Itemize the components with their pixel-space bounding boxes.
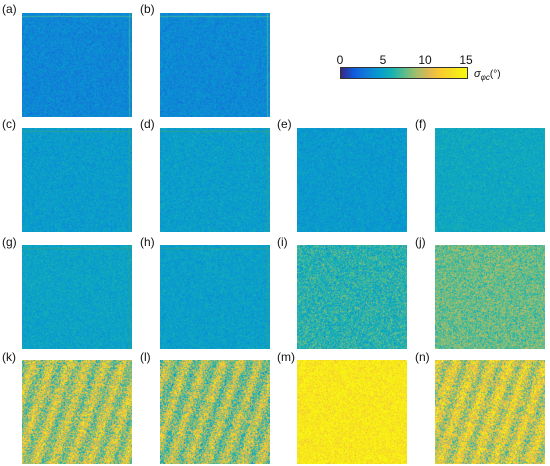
panel-label-e: (e) — [277, 117, 292, 131]
panel-label-n: (n) — [415, 350, 430, 364]
panel-label-j: (j) — [415, 235, 426, 249]
heatmap-panel-n — [435, 360, 545, 464]
panel-label-l: (l) — [140, 350, 151, 364]
panel-label-f: (f) — [415, 117, 427, 131]
heatmap-panel-i — [297, 245, 407, 349]
heatmap-panel-l — [160, 360, 270, 464]
colorbar-label-unit: (°) — [489, 69, 501, 80]
colorbar-label-symbol: σ — [474, 68, 481, 80]
heatmap-panel-d — [160, 128, 270, 232]
heatmap-panel-a — [22, 13, 132, 117]
panel-label-b: (b) — [140, 2, 155, 16]
heatmap-panel-j — [435, 245, 545, 349]
colorbar-label: σφc(°) — [474, 68, 501, 82]
colorbar-label-sub: φc — [480, 73, 490, 83]
panel-label-c: (c) — [2, 117, 16, 131]
colorbar — [340, 67, 468, 79]
heatmap-panel-e — [297, 128, 407, 232]
heatmap-panel-b — [160, 13, 270, 117]
colorbar-tick-10: 10 — [418, 53, 432, 67]
panel-label-k: (k) — [2, 350, 16, 364]
heatmap-panel-f — [435, 128, 545, 232]
heatmap-panel-k — [22, 360, 132, 464]
heatmap-panel-h — [160, 245, 270, 349]
panel-label-h: (h) — [140, 235, 155, 249]
colorbar-tick-15: 15 — [459, 53, 473, 67]
panel-label-a: (a) — [2, 2, 17, 16]
colorbar-tick-0: 0 — [336, 53, 344, 67]
heatmap-panel-g — [22, 245, 132, 349]
panel-label-d: (d) — [140, 117, 155, 131]
heatmap-panel-m — [297, 360, 407, 464]
heatmap-panel-c — [22, 128, 132, 232]
colorbar-tick-5: 5 — [379, 53, 387, 67]
panel-label-g: (g) — [2, 235, 17, 249]
panel-label-m: (m) — [277, 350, 295, 364]
panel-label-i: (i) — [277, 235, 288, 249]
